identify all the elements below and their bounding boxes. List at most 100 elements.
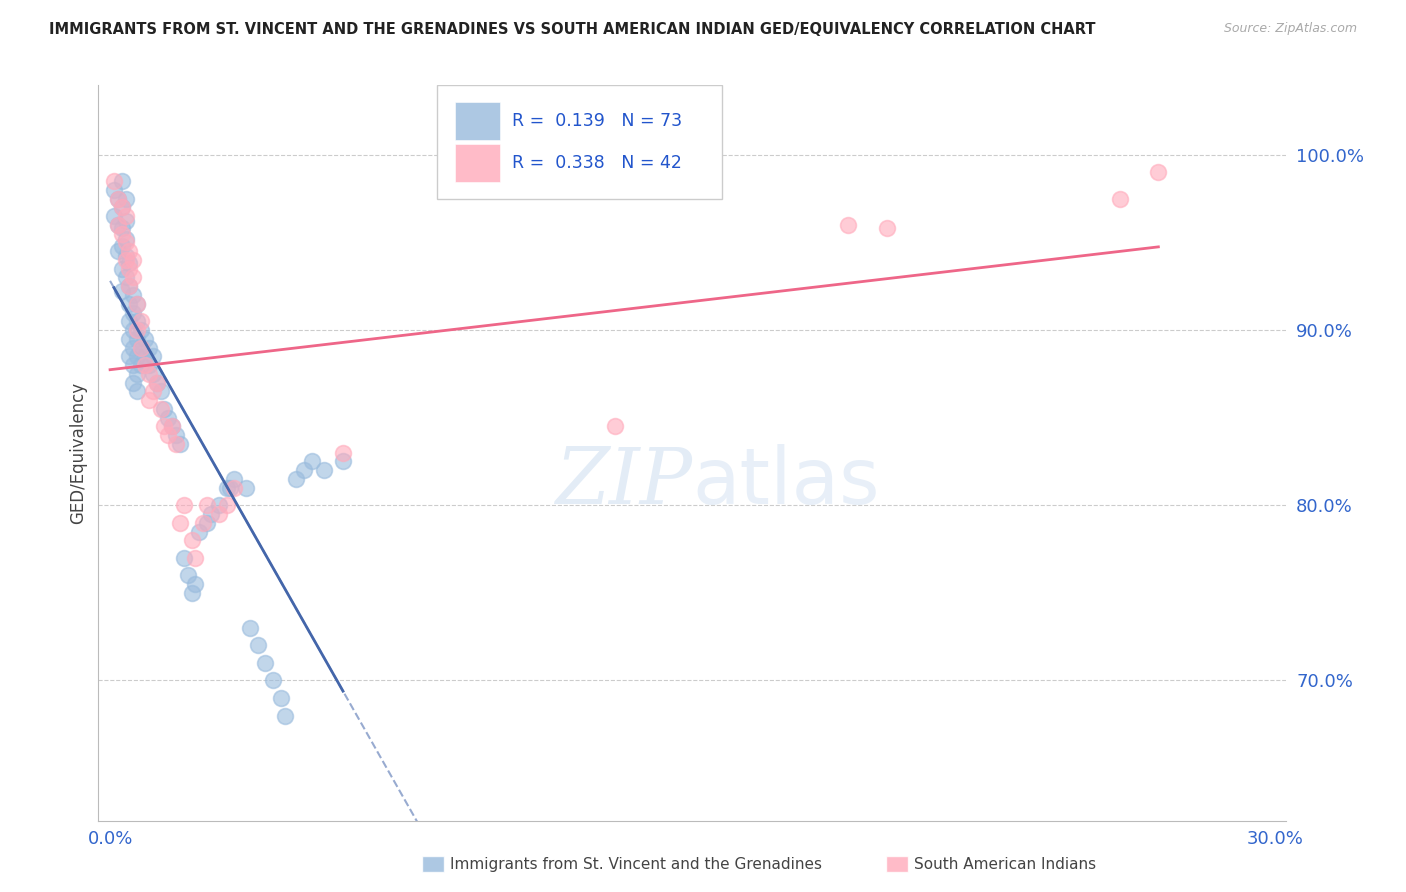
- Point: [180, 586, 202, 600]
- Point: [165, 437, 187, 451]
- Point: [114, 214, 136, 228]
- Point: [254, 656, 277, 670]
- Point: [129, 358, 152, 372]
- Text: ZIP: ZIP: [555, 444, 692, 520]
- Point: [224, 472, 246, 486]
- Point: [1108, 192, 1130, 206]
- Point: [332, 454, 354, 468]
- Point: [312, 463, 335, 477]
- Point: [246, 639, 269, 653]
- Point: [127, 332, 149, 346]
- Point: [134, 349, 156, 363]
- Point: [270, 691, 292, 706]
- Point: [208, 507, 231, 521]
- Point: [165, 428, 187, 442]
- Point: [145, 376, 167, 390]
- Point: [193, 516, 215, 530]
- Y-axis label: GED/Equivalency: GED/Equivalency: [69, 382, 87, 524]
- Text: Source: ZipAtlas.com: Source: ZipAtlas.com: [1223, 22, 1357, 36]
- Point: [169, 516, 191, 530]
- Point: [103, 209, 125, 223]
- Point: [122, 270, 145, 285]
- Point: [145, 376, 167, 390]
- Point: [142, 367, 165, 381]
- Point: [111, 174, 134, 188]
- Point: [184, 550, 207, 565]
- Point: [127, 349, 149, 363]
- Point: [188, 524, 211, 539]
- Point: [157, 428, 180, 442]
- Point: [1147, 165, 1170, 179]
- Point: [173, 550, 195, 565]
- Point: [114, 232, 136, 246]
- Point: [129, 341, 152, 355]
- Point: [107, 192, 129, 206]
- Point: [285, 472, 308, 486]
- Point: [114, 252, 136, 267]
- Point: [122, 305, 145, 319]
- Point: [208, 498, 231, 512]
- Point: [157, 410, 180, 425]
- Point: [301, 454, 323, 468]
- Point: [118, 297, 141, 311]
- Point: [129, 314, 152, 328]
- Text: Immigrants from St. Vincent and the Grenadines: Immigrants from St. Vincent and the Gren…: [450, 857, 823, 871]
- Point: [111, 221, 134, 235]
- Point: [603, 419, 626, 434]
- Point: [118, 256, 141, 270]
- Point: [127, 297, 149, 311]
- Point: [122, 323, 145, 337]
- Point: [169, 437, 191, 451]
- Point: [114, 270, 136, 285]
- Point: [129, 323, 152, 337]
- Point: [134, 358, 156, 372]
- Point: [122, 288, 145, 302]
- Point: [122, 358, 145, 372]
- Point: [127, 297, 149, 311]
- Text: South American Indians: South American Indians: [914, 857, 1097, 871]
- FancyBboxPatch shape: [456, 144, 501, 182]
- Point: [122, 252, 145, 267]
- Point: [127, 314, 149, 328]
- Point: [114, 192, 136, 206]
- Point: [215, 481, 238, 495]
- Point: [153, 401, 176, 416]
- Point: [235, 481, 257, 495]
- Point: [118, 314, 141, 328]
- Point: [332, 446, 354, 460]
- Point: [195, 498, 218, 512]
- Point: [274, 708, 297, 723]
- Point: [107, 244, 129, 259]
- Point: [149, 384, 172, 399]
- Point: [142, 349, 165, 363]
- Point: [118, 279, 141, 293]
- Point: [127, 323, 149, 337]
- Point: [111, 201, 134, 215]
- Point: [876, 221, 898, 235]
- Point: [114, 235, 136, 250]
- Text: R =  0.139   N = 73: R = 0.139 N = 73: [512, 112, 682, 130]
- Point: [142, 384, 165, 399]
- Point: [195, 516, 218, 530]
- Point: [111, 227, 134, 241]
- Point: [138, 358, 160, 372]
- Point: [114, 250, 136, 264]
- Point: [138, 393, 160, 408]
- Point: [153, 419, 176, 434]
- Point: [122, 341, 145, 355]
- Point: [129, 341, 152, 355]
- Point: [138, 341, 160, 355]
- Text: atlas: atlas: [692, 444, 880, 520]
- Point: [111, 261, 134, 276]
- Text: IMMIGRANTS FROM ST. VINCENT AND THE GRENADINES VS SOUTH AMERICAN INDIAN GED/EQUI: IMMIGRANTS FROM ST. VINCENT AND THE GREN…: [49, 22, 1095, 37]
- Point: [160, 419, 183, 434]
- Point: [200, 507, 222, 521]
- FancyBboxPatch shape: [437, 85, 723, 199]
- Point: [138, 367, 160, 381]
- Point: [224, 481, 246, 495]
- Point: [118, 244, 141, 259]
- Point: [111, 201, 134, 215]
- Point: [837, 218, 859, 232]
- Point: [118, 279, 141, 293]
- Point: [114, 209, 136, 223]
